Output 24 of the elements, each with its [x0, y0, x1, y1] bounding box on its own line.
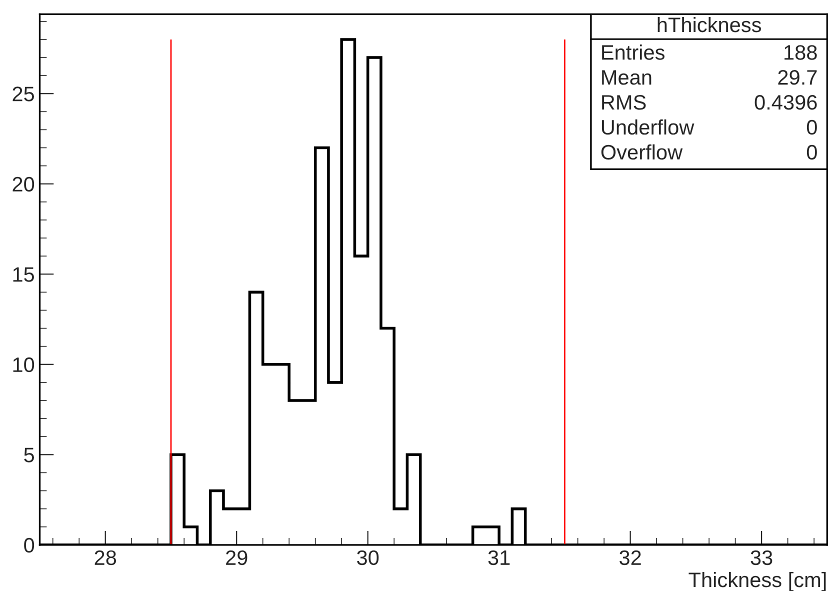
x-axis-title: Thickness [cm]: [688, 572, 826, 591]
y-tick-label: 0: [24, 538, 34, 553]
annotation: Mean: [602, 70, 652, 85]
y-tick-label: 25: [12, 86, 34, 102]
y-tick-label: 15: [13, 267, 34, 282]
annotation: 188: [784, 45, 817, 60]
x-tick-label: 32: [620, 550, 641, 566]
annotation: 0: [806, 144, 817, 160]
annotation: 29.7: [778, 70, 817, 85]
annotation: 0.4396: [754, 94, 817, 110]
y-tick-label: 20: [12, 176, 34, 192]
x-tick-label: 29: [226, 550, 248, 566]
y-tick-label: 5: [24, 448, 34, 462]
annotation: Entries: [602, 44, 664, 60]
annotation: 0: [806, 120, 817, 135]
x-tick-label: 33: [750, 550, 772, 566]
annotation: hThickness: [658, 16, 761, 32]
annotation: Overflow: [601, 144, 683, 160]
y-tick-label: 10: [13, 357, 34, 372]
x-tick-label: 28: [94, 550, 116, 566]
x-tick-label: 30: [357, 550, 379, 566]
annotation: Underflow: [602, 119, 694, 135]
x-tick-label: 31: [488, 550, 510, 566]
annotation: RMS: [602, 94, 646, 110]
